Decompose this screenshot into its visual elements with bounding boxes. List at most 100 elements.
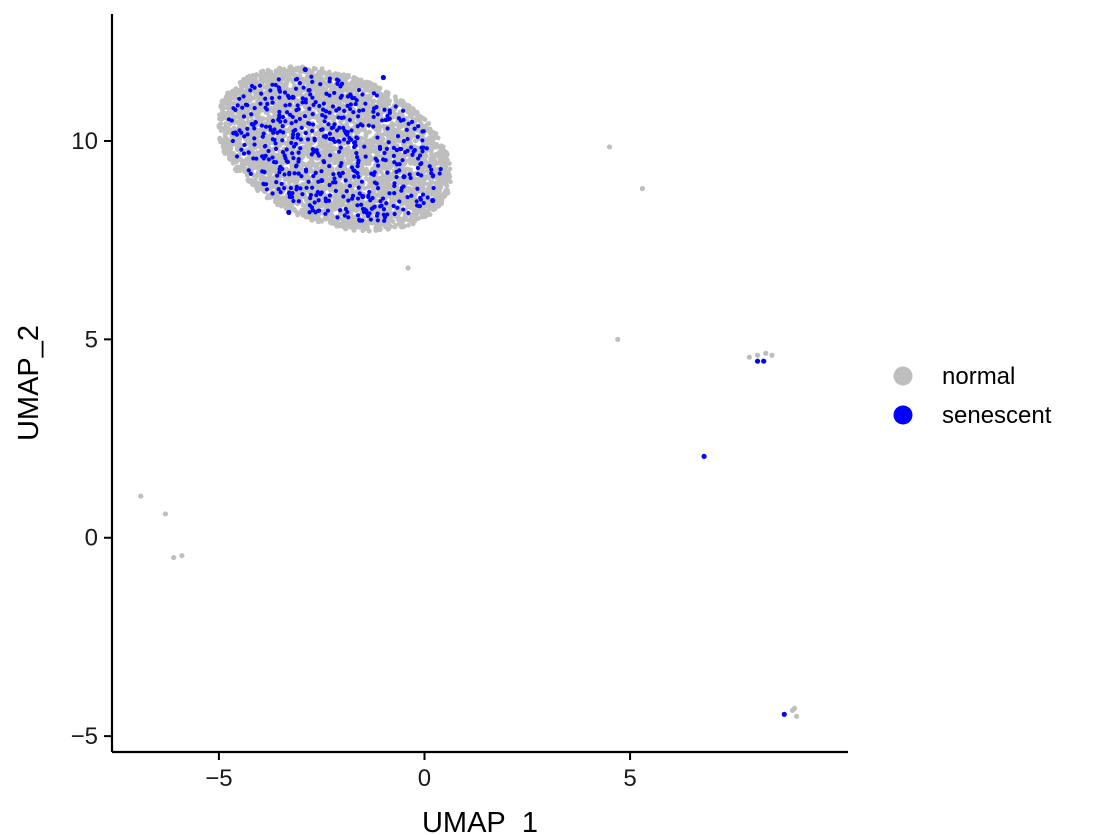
cluster-point-normal bbox=[330, 157, 336, 163]
cluster-point-normal bbox=[294, 90, 300, 95]
cluster-point-normal bbox=[405, 152, 411, 158]
cluster-point-normal bbox=[368, 183, 374, 189]
cluster-point-normal bbox=[426, 142, 432, 148]
cluster-point-normal bbox=[356, 118, 362, 124]
cluster-point-normal bbox=[321, 79, 327, 85]
cluster-point-normal bbox=[349, 217, 355, 223]
cluster-point-normal bbox=[432, 134, 438, 140]
cluster-point-normal bbox=[260, 68, 266, 74]
cluster-point-normal bbox=[389, 162, 395, 168]
cluster-point-normal bbox=[314, 185, 319, 191]
cluster-point-normal bbox=[447, 166, 453, 172]
cluster-point-normal bbox=[292, 73, 297, 79]
cluster-point-normal bbox=[343, 80, 349, 86]
cluster-point-normal bbox=[225, 105, 231, 111]
cluster-point-normal bbox=[301, 161, 307, 167]
cluster-point-normal bbox=[382, 101, 388, 107]
cluster-point-normal bbox=[394, 112, 399, 118]
cluster-point-normal bbox=[381, 92, 387, 98]
cluster-point-normal bbox=[351, 203, 357, 209]
cluster-point-normal bbox=[323, 216, 328, 222]
cluster-point-normal bbox=[432, 206, 438, 212]
cluster-point-normal bbox=[418, 183, 423, 189]
cluster-point-normal bbox=[391, 136, 397, 142]
cluster-point-normal bbox=[248, 138, 254, 144]
cluster-point-normal bbox=[364, 166, 369, 172]
cluster-point-normal bbox=[287, 89, 293, 95]
cluster-point-normal bbox=[405, 103, 410, 108]
cluster-point-normal bbox=[259, 174, 264, 180]
cluster-point-normal bbox=[298, 165, 304, 171]
cluster-point-normal bbox=[219, 125, 224, 131]
main-cluster bbox=[216, 64, 453, 234]
cluster-point-normal bbox=[229, 110, 235, 115]
cluster-point-normal bbox=[400, 131, 406, 136]
cluster-point-normal bbox=[358, 77, 364, 83]
cluster-point-normal bbox=[278, 68, 283, 74]
cluster-point-normal bbox=[330, 99, 335, 104]
cluster-point-normal bbox=[236, 107, 242, 112]
cluster-point-normal bbox=[427, 160, 433, 166]
cluster-point-normal bbox=[356, 81, 362, 87]
cluster-point-normal bbox=[379, 175, 385, 181]
plot-panel bbox=[138, 64, 800, 719]
cluster-point-normal bbox=[402, 179, 408, 185]
cluster-point-normal bbox=[256, 115, 262, 121]
cluster-point-normal bbox=[402, 144, 408, 150]
cluster-point-normal bbox=[422, 181, 428, 186]
cluster-point-normal bbox=[223, 131, 228, 137]
cluster-point-normal bbox=[217, 135, 223, 141]
cluster-point-normal bbox=[351, 86, 357, 92]
cluster-point-normal bbox=[264, 116, 270, 122]
cluster-point-normal bbox=[305, 77, 311, 83]
cluster-point-normal bbox=[364, 108, 370, 114]
cluster-point-normal bbox=[251, 181, 257, 187]
cluster-point-normal bbox=[400, 113, 405, 119]
cluster-point-normal bbox=[373, 225, 379, 231]
cluster-point-normal bbox=[227, 146, 233, 152]
cluster-point-normal bbox=[278, 195, 284, 201]
cluster-point-normal bbox=[340, 103, 345, 109]
cluster-point-normal bbox=[442, 167, 448, 173]
cluster-point-normal bbox=[430, 139, 436, 145]
cluster-point-normal bbox=[386, 135, 392, 141]
cluster-point-normal bbox=[271, 77, 277, 83]
cluster-point-normal bbox=[278, 105, 284, 110]
cluster-point-normal bbox=[360, 228, 366, 234]
cluster-point-normal bbox=[240, 83, 246, 89]
cluster-point-normal bbox=[230, 151, 236, 156]
cluster-point-normal bbox=[349, 81, 354, 87]
cluster-point-normal bbox=[311, 83, 317, 88]
cluster-point-normal bbox=[266, 144, 272, 150]
cluster-point-normal bbox=[315, 219, 321, 225]
cluster-point-normal bbox=[354, 207, 360, 213]
cluster-point-normal bbox=[311, 196, 317, 202]
cluster-point-normal bbox=[335, 194, 341, 200]
cluster-point-normal bbox=[351, 75, 356, 81]
cluster-point-normal bbox=[401, 223, 407, 229]
cluster-point-normal bbox=[434, 142, 440, 147]
cluster-point-normal bbox=[263, 139, 268, 145]
cluster-point-normal bbox=[257, 105, 263, 110]
cluster-point-normal bbox=[412, 138, 418, 144]
cluster-point-normal bbox=[319, 88, 324, 94]
cluster-point-normal bbox=[376, 99, 381, 104]
cluster-point-normal bbox=[320, 141, 325, 147]
cluster-point-normal bbox=[363, 220, 369, 225]
cluster-point-normal bbox=[433, 131, 439, 137]
cluster-point-normal bbox=[312, 213, 318, 219]
cluster-point-normal bbox=[345, 168, 351, 173]
cluster-point-normal bbox=[267, 69, 273, 75]
cluster-point-normal bbox=[366, 93, 372, 99]
cluster-point-normal bbox=[283, 203, 289, 209]
cluster-point-normal bbox=[340, 154, 345, 159]
cluster-point-normal bbox=[342, 162, 348, 168]
cluster-point-normal bbox=[241, 110, 247, 115]
cluster-point-normal bbox=[359, 158, 365, 164]
cluster-point-normal bbox=[231, 125, 237, 131]
cluster-point-normal bbox=[382, 131, 388, 137]
cluster-point-normal bbox=[297, 68, 302, 74]
cluster-point-normal bbox=[325, 177, 331, 182]
cluster-point-normal bbox=[289, 164, 295, 169]
